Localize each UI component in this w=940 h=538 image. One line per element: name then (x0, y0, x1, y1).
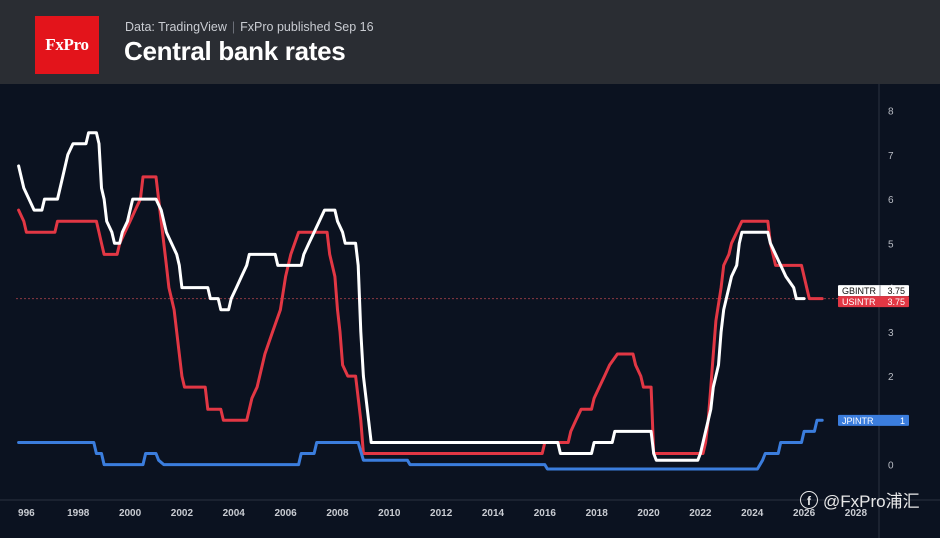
series-line-jpintr (17, 418, 824, 471)
value-tag-value: 1 (900, 416, 905, 426)
logo-text: FxPro (45, 35, 89, 54)
value-tag-name: JPINTR (842, 416, 874, 426)
x-tick-label: 2014 (482, 508, 505, 519)
plot-background (0, 84, 940, 538)
value-tag-usintr: USINTR 3.75 (838, 296, 909, 308)
x-tick-label: 2006 (274, 508, 297, 519)
value-tag-value: 3.75 (887, 297, 905, 307)
series-line-usintr (17, 175, 824, 455)
published-date: FxPro published Sep 16 (240, 20, 374, 34)
x-tick-label: 2008 (326, 508, 349, 519)
x-tick-label: 2000 (119, 508, 142, 519)
value-tag-bg (838, 285, 909, 297)
header-bar: FxPro Data: TradingView | FxPro published … (0, 0, 940, 84)
x-tick-label: 2024 (741, 508, 764, 519)
fxpro-logo: FxPro (35, 16, 99, 74)
value-tag-bg (838, 414, 909, 426)
value-tag-gbintr: GBINTR 3.75 (838, 285, 909, 297)
rates-chart: 012345678 996199820002002200420062008201… (0, 84, 940, 538)
value-tag-jpintr: JPINTR 1 (838, 414, 909, 426)
series-line-gbintr (17, 131, 806, 462)
y-tick-label: 3 (888, 328, 894, 339)
x-axis: 996 1998 2000 2002 2004 2006 2008 2010 2012 2014 2… (18, 508, 867, 519)
value-tag-value: 3.75 (887, 286, 905, 296)
y-tick-label: 2 (888, 372, 894, 383)
y-tick-label: 5 (888, 239, 894, 250)
x-tick-label: 1998 (67, 508, 90, 519)
series-layer (17, 131, 824, 471)
value-tag-name: GBINTR (842, 286, 877, 296)
y-tick-label: 7 (888, 151, 894, 162)
x-tick-label: 2022 (689, 508, 712, 519)
x-tick-label: 2004 (223, 508, 246, 519)
x-tick-label: 2018 (586, 508, 609, 519)
value-tag-name: USINTR (842, 297, 876, 307)
x-tick-label: 2016 (534, 508, 557, 519)
chart-title: Central bank rates (124, 36, 346, 66)
x-tick-label: 2012 (430, 508, 453, 519)
x-tick-label: 2002 (171, 508, 194, 519)
value-tag-bg (838, 296, 909, 308)
watermark-text: @FxPro浦汇 (823, 492, 920, 511)
x-tick-label: 996 (18, 508, 35, 519)
value-tags: GBINTR 3.75 USINTR 3.75 JPINTR 1 (838, 285, 909, 426)
social-logo-icon: f (800, 490, 818, 509)
y-tick-label: 8 (888, 107, 894, 118)
x-tick-label: 2010 (378, 508, 401, 519)
watermark: f @FxPro浦汇 (800, 487, 920, 512)
x-tick-label: 2026 (793, 508, 816, 519)
source-line: Data: TradingView | FxPro published Sep 16 (125, 20, 374, 34)
y-tick-label: 0 (888, 461, 894, 472)
x-tick-label: 2028 (845, 508, 868, 519)
meta-separator: | (231, 20, 236, 34)
data-source: Data: TradingView (125, 20, 227, 34)
x-tick-label: 2020 (637, 508, 660, 519)
y-tick-label: 6 (888, 195, 894, 206)
